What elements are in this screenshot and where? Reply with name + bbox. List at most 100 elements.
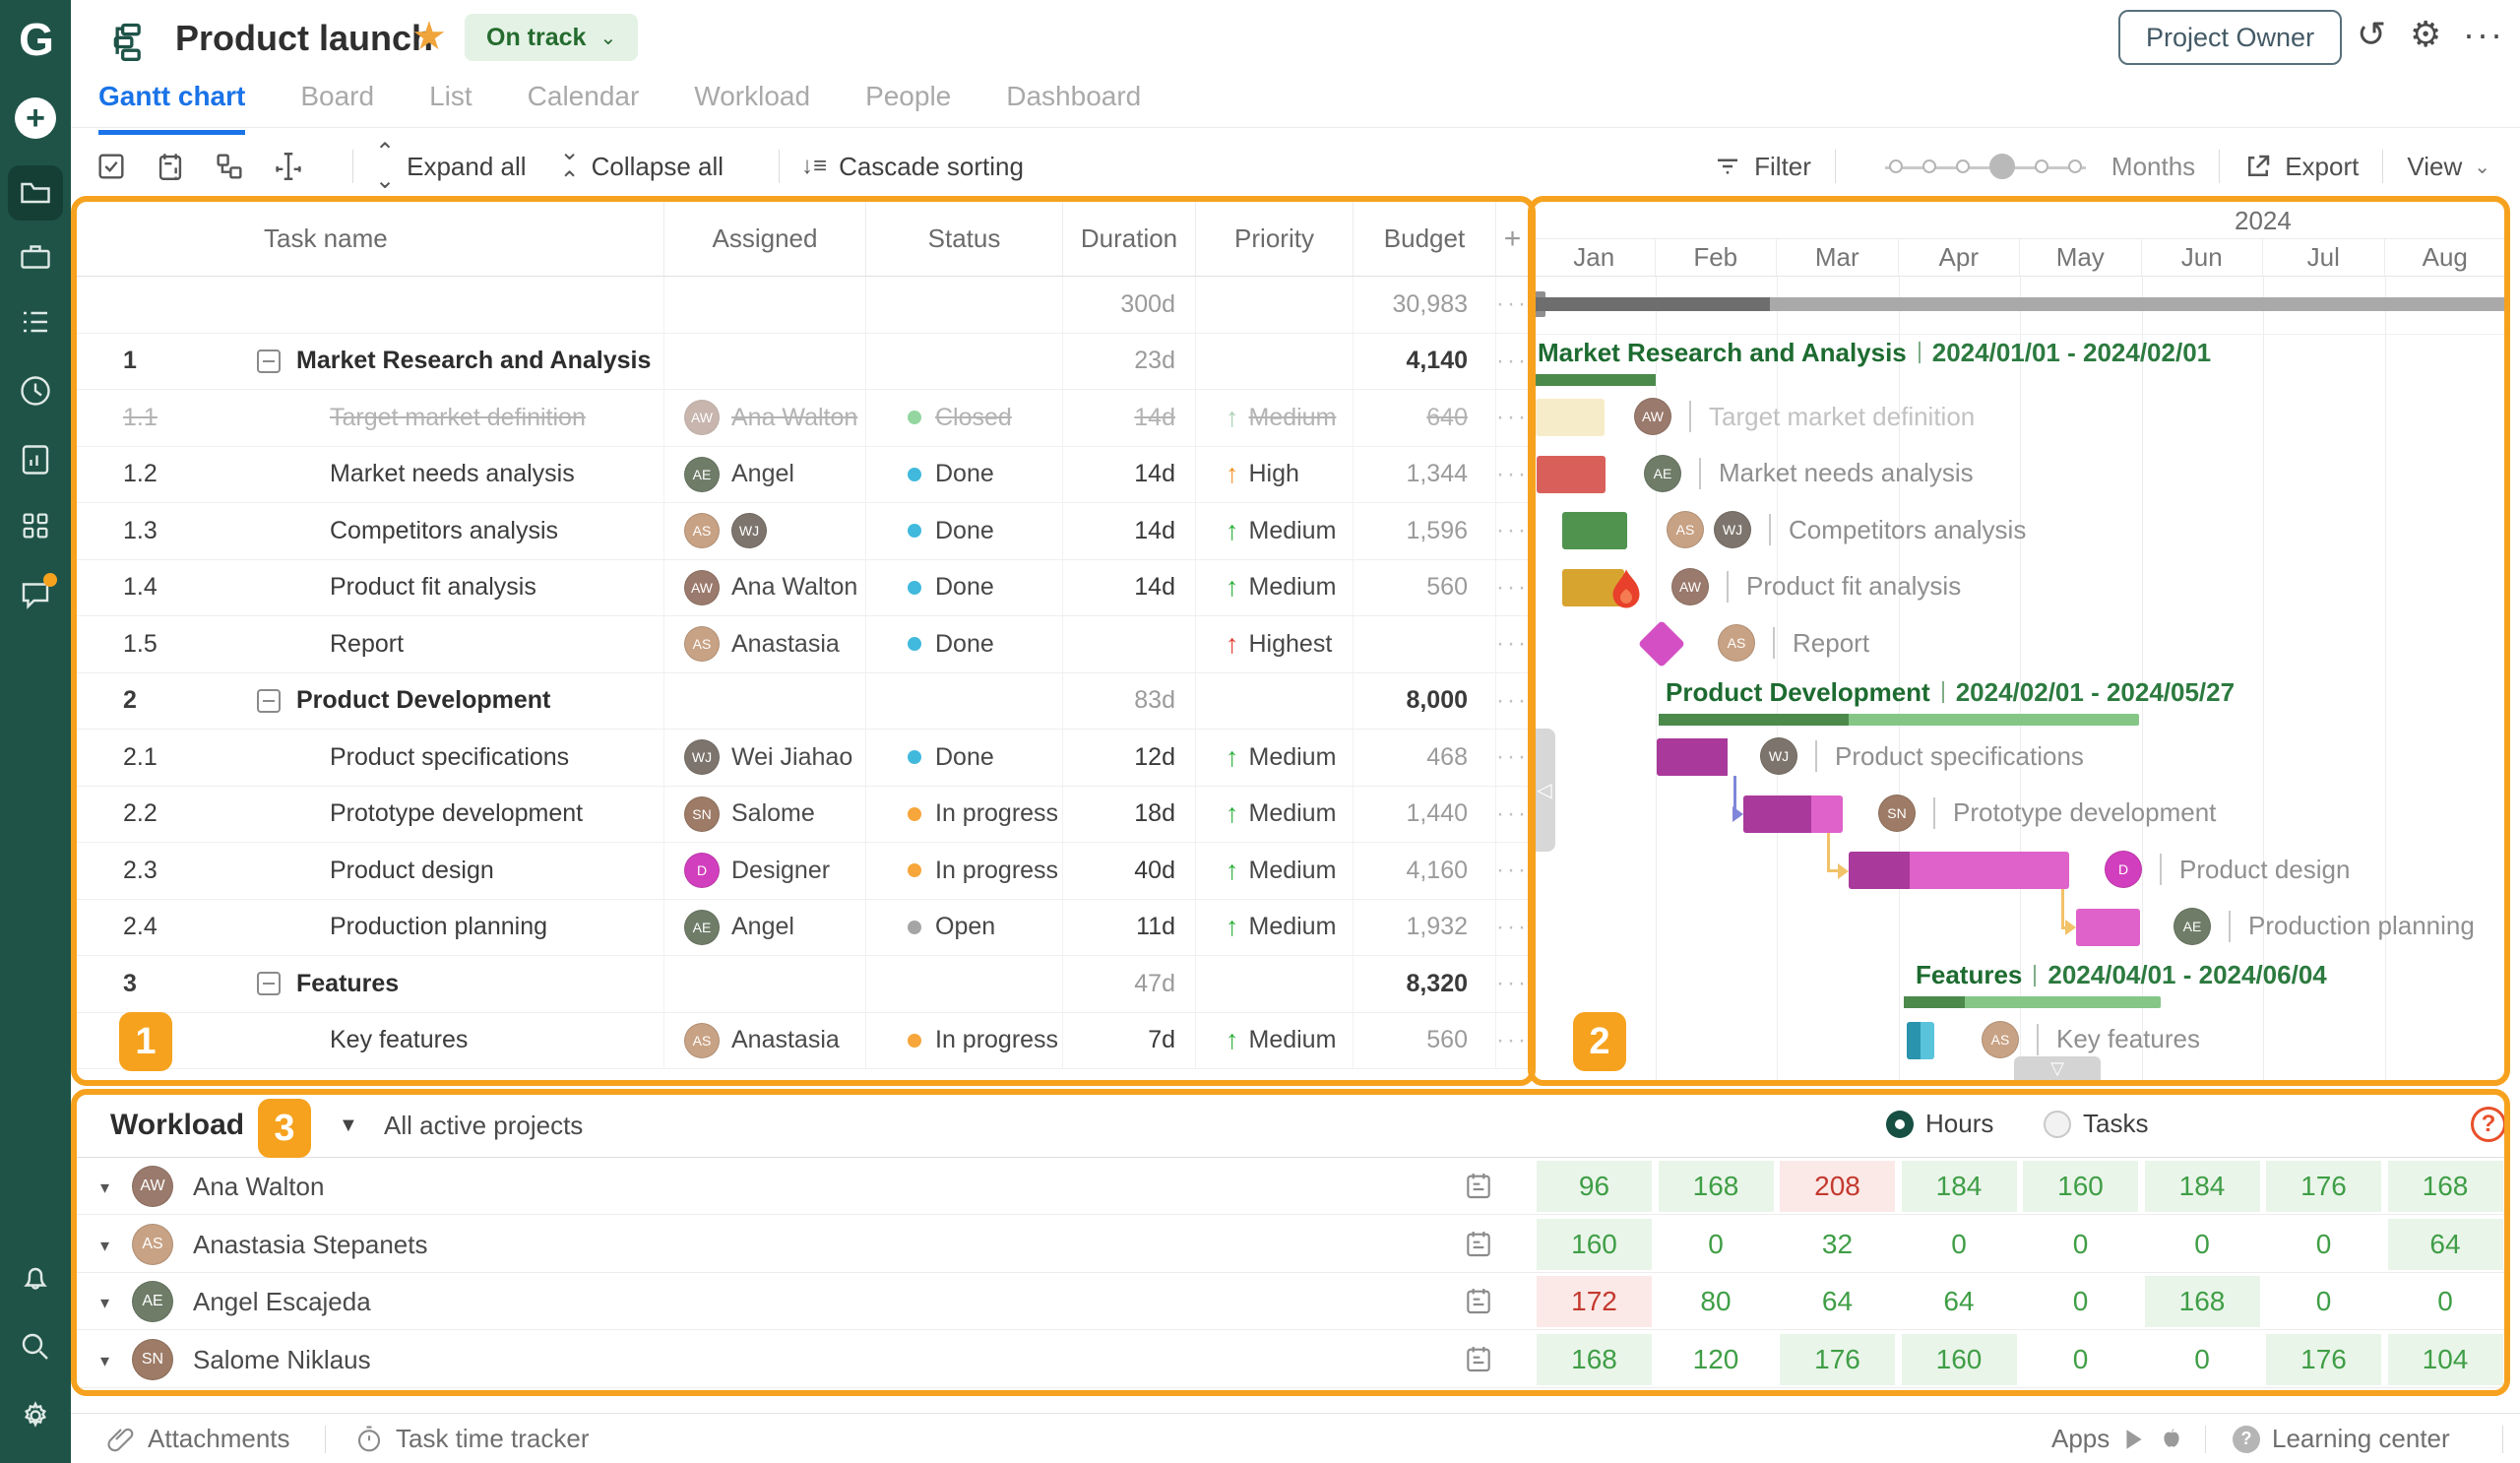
search-button[interactable] [0,1319,71,1374]
learning-center-link[interactable]: ? Learning center [2233,1424,2450,1454]
zoom-slider-dot[interactable] [2034,159,2048,173]
row-menu-button[interactable]: ··· [1496,573,1529,601]
task-name[interactable]: Features [296,969,400,997]
tab-calendar[interactable]: Calendar [527,81,640,111]
view-button[interactable]: View ⌄ [2407,151,2490,181]
row-menu-button[interactable]: ··· [1496,799,1529,827]
workload-scope-select[interactable]: All active projects [384,1111,584,1140]
status-label[interactable]: Done [935,742,994,771]
timeline-zoom-slider[interactable] [1879,154,2092,179]
sidebar-item-reports[interactable] [0,432,71,487]
expand-all-button[interactable]: ⌃ ⌄ Expand all [375,139,527,194]
priority-label[interactable]: Highest [1248,629,1333,658]
workload-help-icon[interactable]: ? [2471,1107,2506,1142]
workload-collapse-icon[interactable]: ▾ [100,1350,110,1370]
zoom-slider-dot[interactable] [1888,159,1903,173]
workload-mode-hours[interactable]: Hours [1886,1109,1993,1139]
gantt-scroll-left-handle[interactable]: ◁ [1534,729,1555,852]
export-button[interactable]: Export [2243,152,2359,182]
task-name[interactable]: Market Research and Analysis [296,347,652,375]
sidebar-item-time-log[interactable] [0,363,71,418]
gantt-task-bar[interactable] [1907,1021,1934,1059]
row-menu-button[interactable]: ··· [1496,347,1529,374]
favorite-star-icon[interactable]: ★ [411,15,447,58]
status-label[interactable]: Open [935,913,996,941]
bulk-select-button[interactable] [94,150,128,183]
sidebar-item-tasks[interactable] [0,294,71,350]
collapse-all-button[interactable]: ⌄ ⌃ Collapse all [559,139,724,194]
sidebar-item-comments[interactable] [0,567,71,622]
zoom-slider-dot[interactable] [2067,159,2082,173]
group-progress-bar[interactable] [1904,996,2161,1008]
task-time-tracker-button[interactable]: Task time tracker [354,1424,590,1454]
priority-label[interactable]: Medium [1248,516,1337,544]
collapse-toggle-icon[interactable] [257,972,281,996]
row-menu-button[interactable]: ··· [1496,630,1529,658]
milestone-diamond[interactable] [1637,619,1686,668]
priority-label[interactable]: Medium [1248,1026,1337,1054]
column-width-button[interactable] [272,150,305,183]
status-label[interactable]: Done [935,629,994,658]
task-name[interactable]: Prototype development [330,799,584,828]
zoom-slider-dot[interactable] [1955,159,1970,173]
calendar-icon[interactable] [1463,1228,1494,1264]
task-name[interactable]: Competitors analysis [330,516,559,544]
priority-label[interactable]: Medium [1248,856,1337,884]
project-summary-bar[interactable] [1534,297,2506,311]
calendar-icon[interactable] [1463,1285,1494,1321]
task-name[interactable]: Product Development [296,686,551,715]
gantt-task-bar[interactable] [1562,512,1627,549]
settings-gear-icon[interactable]: ⚙ [2410,14,2442,54]
column-header-duration[interactable]: Duration [1063,202,1196,276]
priority-label[interactable]: Medium [1248,573,1337,602]
gantt-task-bar[interactable] [1743,795,1843,833]
task-name[interactable]: Product design [330,856,494,884]
row-menu-button[interactable]: ··· [1496,743,1529,771]
tab-dashboard[interactable]: Dashboard [1006,81,1142,111]
hierarchy-button[interactable] [213,150,246,183]
zoom-slider-dot[interactable] [1922,159,1936,173]
task-name[interactable]: Target market definition [330,403,586,431]
apps-link[interactable]: Apps [2051,1424,2184,1454]
project-status-badge[interactable]: On track ⌄ [465,14,639,61]
tab-list[interactable]: List [429,81,472,111]
status-label[interactable]: In progress [935,799,1059,828]
row-menu-button[interactable]: ··· [1496,913,1529,940]
row-menu-button[interactable]: ··· [1496,970,1529,997]
workload-scope-caret-icon[interactable]: ▼ [339,1114,358,1136]
gantt-task-bar[interactable] [1536,399,1605,436]
filter-button[interactable]: Filter [1713,152,1811,182]
row-menu-button[interactable]: ··· [1496,460,1529,487]
attachments-button[interactable]: Attachments [106,1424,290,1454]
app-logo[interactable]: G [19,14,54,65]
more-options-icon[interactable]: ··· [2463,14,2504,54]
tab-gantt-chart[interactable]: Gantt chart [98,81,246,135]
priority-label[interactable]: Medium [1248,799,1337,828]
row-menu-button[interactable]: ··· [1496,517,1529,544]
row-menu-button[interactable]: ··· [1496,1026,1529,1053]
task-name[interactable]: Product specifications [330,742,570,771]
gantt-task-bar[interactable] [1562,568,1624,606]
group-progress-bar[interactable] [1534,373,1656,386]
column-header-task-name[interactable]: Task name [77,202,664,276]
tab-board[interactable]: Board [300,81,375,111]
tab-people[interactable]: People [865,81,952,111]
task-name[interactable]: Report [330,629,405,658]
calendar-icon[interactable] [1463,1343,1494,1379]
column-header-status[interactable]: Status [866,202,1063,276]
row-menu-button[interactable]: ··· [1496,857,1529,884]
status-label[interactable]: Done [935,460,994,488]
notifications-button[interactable] [0,1250,71,1305]
status-label[interactable]: Done [935,573,994,602]
collapse-toggle-icon[interactable] [257,349,281,373]
add-column-button[interactable]: + [1503,222,1522,255]
status-label[interactable]: In progress [935,1026,1059,1054]
row-menu-button[interactable]: ··· [1496,686,1529,714]
cascade-sorting-button[interactable]: ↓≡ Cascade sorting [801,151,1024,181]
collapse-toggle-icon[interactable] [257,688,281,713]
zoom-slider-dot[interactable] [1988,154,2015,179]
gantt-task-bar[interactable] [1657,738,1728,776]
sidebar-item-projects[interactable] [8,165,63,221]
group-progress-bar[interactable] [1659,713,2139,726]
tab-workload[interactable]: Workload [694,81,811,111]
